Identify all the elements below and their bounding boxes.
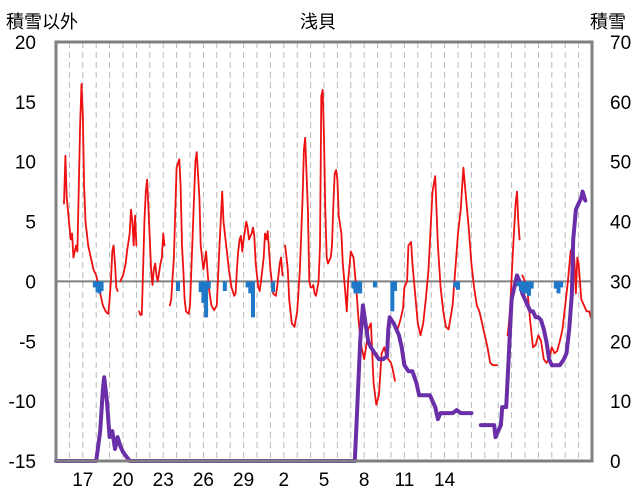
series-line-0 (63, 83, 593, 406)
left-axis-label: 積雪以外 (6, 12, 78, 32)
bar-8 (206, 281, 211, 289)
x-tick-label: 29 (233, 470, 254, 491)
left-tick-label: -15 (9, 452, 36, 473)
bar-17 (358, 281, 363, 294)
plot-frame (54, 40, 594, 463)
x-tick-label: 5 (319, 470, 330, 491)
x-tick-label: 20 (112, 470, 133, 491)
series-line-1 (54, 189, 588, 463)
bar-4 (175, 281, 180, 292)
bar-19 (390, 281, 395, 312)
bar-2 (97, 281, 102, 294)
bar-12 (250, 281, 255, 318)
bar-24 (518, 281, 523, 292)
left-tick-label: -10 (9, 392, 36, 413)
x-tick-label: 23 (153, 470, 174, 491)
right-tick-label: 0 (610, 452, 621, 473)
bar-14 (351, 281, 356, 289)
right-tick-label: 40 (610, 213, 631, 234)
bar-22 (456, 281, 460, 290)
right-tick-label: 50 (610, 153, 631, 174)
bar-1 (95, 281, 100, 293)
right-tick-label: 70 (610, 33, 631, 54)
left-tick-label: 5 (25, 213, 36, 234)
x-tick-label: 17 (72, 470, 93, 491)
bar-13 (271, 281, 276, 293)
left-tick-label: -5 (19, 332, 36, 353)
right-axis-label: 積雪 (590, 12, 626, 32)
left-tick-label: 15 (15, 93, 36, 114)
x-tick-label: 8 (359, 470, 370, 491)
bar-6 (201, 281, 206, 303)
left-tick-label: 0 (25, 272, 36, 293)
bar-3 (99, 281, 104, 292)
bar-7 (204, 281, 209, 318)
chart-title: 浅貝 (300, 12, 336, 32)
right-tick-label: 20 (610, 332, 631, 353)
right-tick-label: 10 (610, 392, 631, 413)
bar-31 (559, 281, 564, 288)
right-tick-label: 30 (610, 272, 631, 293)
bar-9 (222, 281, 227, 292)
x-tick-label: 14 (434, 470, 456, 491)
bar-21 (453, 281, 458, 288)
bar-16 (355, 281, 360, 294)
bar-5 (198, 281, 203, 293)
left-tick-label: 20 (15, 33, 36, 54)
x-tick-label: 26 (193, 470, 214, 491)
bar-30 (556, 281, 561, 294)
bar-10 (245, 281, 250, 288)
bar-20 (393, 281, 398, 292)
bar-27 (527, 281, 532, 296)
left-tick-label: 10 (15, 153, 36, 174)
bar-0 (92, 281, 97, 288)
bar-29 (553, 281, 558, 289)
bar-25 (521, 281, 526, 294)
x-tick-label: 11 (395, 470, 415, 491)
bar-15 (353, 281, 358, 294)
bar-26 (524, 281, 529, 294)
bar-28 (529, 281, 534, 289)
bar-11 (248, 281, 253, 294)
x-tick-label: 2 (279, 470, 290, 491)
bar-18 (372, 281, 377, 288)
bar-23 (516, 281, 521, 287)
right-tick-label: 60 (610, 93, 631, 114)
